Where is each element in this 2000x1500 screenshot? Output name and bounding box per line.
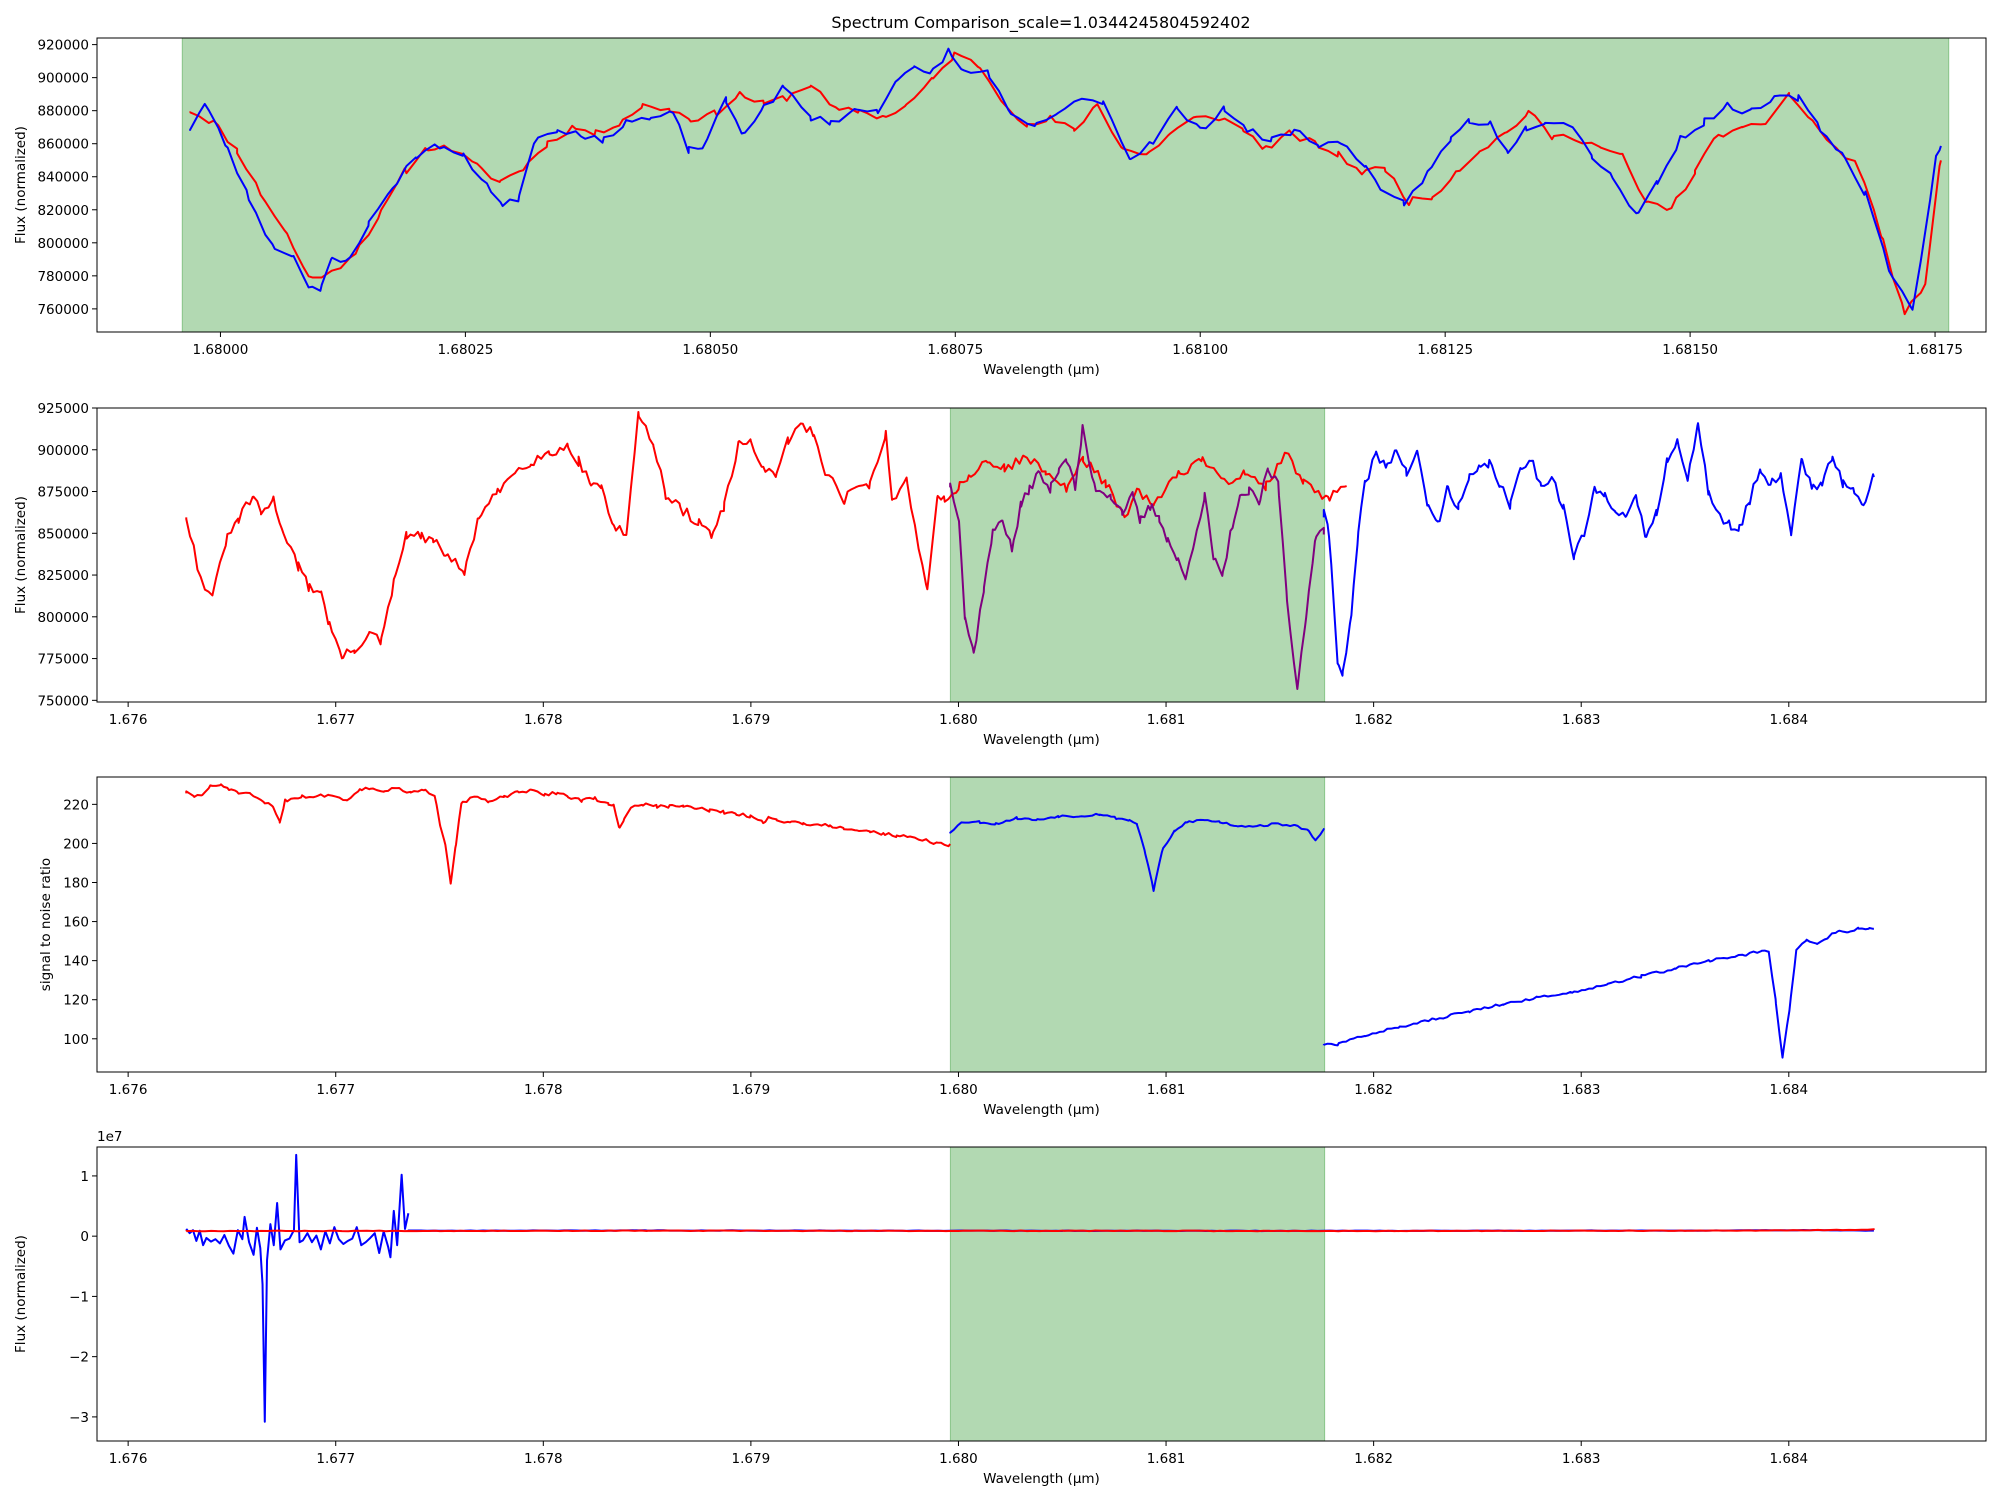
panel-2-ytick-label: 875000 xyxy=(37,485,89,501)
panel-3-xtick-label: 1.679 xyxy=(732,1082,771,1098)
panel-4-ytick-label: −3 xyxy=(69,1410,89,1426)
panel-4-xtick-label: 1.684 xyxy=(1769,1451,1808,1467)
panel-4-offset-label: 1e7 xyxy=(97,1129,122,1145)
panel-1-ytick-label: 860000 xyxy=(37,137,89,153)
panel-1-axes-frame xyxy=(96,37,1987,333)
panel-3-series-3-line xyxy=(1322,926,1875,1059)
panel-3-xtick-label: 1.680 xyxy=(939,1082,978,1098)
panel-1-ytick-label: 780000 xyxy=(37,269,89,285)
panel-3-series-1-line xyxy=(185,783,951,885)
panel-4-xtick-label: 1.682 xyxy=(1354,1451,1393,1467)
panel-3-xtick-label: 1.676 xyxy=(109,1082,148,1098)
panel-3-xtick-label: 1.678 xyxy=(524,1082,563,1098)
panel-4-ytick-label: 0 xyxy=(80,1229,89,1245)
panel-2-ytick-label: 825000 xyxy=(37,568,89,584)
panel-2-xtick-label: 1.681 xyxy=(1147,712,1186,728)
panel-1-xtick-label: 1.68175 xyxy=(1907,342,1963,358)
panel-4-ylabel: Flux (normalized) xyxy=(13,1235,29,1353)
panel-3-xlabel: Wavelength (μm) xyxy=(983,1102,1100,1118)
panel-4-xtick-label: 1.683 xyxy=(1562,1451,1601,1467)
panel-3-ytick-label: 120 xyxy=(63,993,89,1009)
panel-3-xtick-label: 1.682 xyxy=(1354,1082,1393,1098)
panel-4-series-3-line xyxy=(185,1228,1875,1233)
panel-4-axes-frame xyxy=(96,1146,1987,1442)
panel-4-shaded-region xyxy=(949,1146,1326,1442)
panel-4-xtick-label: 1.680 xyxy=(939,1451,978,1467)
panel-2-xtick-label: 1.677 xyxy=(316,712,355,728)
panel-1-ytick-label: 760000 xyxy=(37,302,89,318)
panel-2-xtick-label: 1.683 xyxy=(1562,712,1601,728)
panel-2-series-2-line xyxy=(949,423,1325,691)
panel-2-xtick-label: 1.678 xyxy=(524,712,563,728)
panel-1-xtick-label: 1.68125 xyxy=(1417,342,1473,358)
figure-title: Spectrum Comparison_scale=1.034424580459… xyxy=(831,13,1250,33)
panel-1-xtick-label: 1.68150 xyxy=(1662,342,1718,358)
panel-2-series-3-line xyxy=(1322,422,1875,677)
panel-raw-flux: 1.676 1.677 1.678 1.679 1.680 1.681 1.682 1.683… xyxy=(13,1129,1987,1487)
panel-2-ytick-label: 775000 xyxy=(37,652,89,668)
panel-3-xtick-label: 1.677 xyxy=(316,1082,355,1098)
panel-4-xlabel: Wavelength (μm) xyxy=(983,1471,1100,1487)
panel-4-ytick-label: −2 xyxy=(69,1350,89,1366)
panel-2-ytick-label: 900000 xyxy=(37,443,89,459)
panel-2-ytick-label: 850000 xyxy=(37,526,89,542)
panel-1-ytick-label: 920000 xyxy=(37,38,89,54)
panel-2-ytick-label: 800000 xyxy=(37,610,89,626)
panel-3-axes-frame xyxy=(96,776,1987,1073)
panel-1-shaded-region xyxy=(181,37,1950,333)
panel-2-ytick-label: 750000 xyxy=(37,693,89,709)
panel-3-xtick-label: 1.683 xyxy=(1562,1082,1601,1098)
panel-2-shaded-region xyxy=(949,407,1326,703)
panel-1-xlabel: Wavelength (μm) xyxy=(983,362,1100,378)
panel-1-xtick-label: 1.68100 xyxy=(1172,342,1228,358)
panel-1-series-2-line xyxy=(189,47,1942,311)
panel-2-series-1-line xyxy=(185,411,1347,660)
panel-4-series-1-line xyxy=(185,1153,410,1423)
panel-2-ytick-label: 925000 xyxy=(37,401,89,417)
panel-3-ytick-label: 200 xyxy=(63,836,89,852)
panel-3-ytick-label: 220 xyxy=(63,797,89,813)
panel-4-xtick-label: 1.679 xyxy=(732,1451,771,1467)
panel-4-xtick-label: 1.681 xyxy=(1147,1451,1186,1467)
panel-1-xtick-label: 1.68000 xyxy=(193,342,249,358)
panel-3-ytick-label: 180 xyxy=(63,875,89,891)
panel-1-series-1-line xyxy=(189,51,1942,316)
panel-4-xtick-label: 1.678 xyxy=(524,1451,563,1467)
panel-2-xtick-label: 1.679 xyxy=(732,712,771,728)
panel-full-spectrum: 1.676 1.677 1.678 1.679 1.680 1.681 1.682 1.683… xyxy=(13,401,1987,748)
panel-4-ytick-label: 1 xyxy=(80,1169,89,1185)
panel-3-series-2-line xyxy=(949,812,1325,892)
panel-3-ytick-label: 100 xyxy=(63,1032,89,1048)
panel-3-ytick-label: 160 xyxy=(63,915,89,931)
panel-signal-to-noise: 1.676 1.677 1.678 1.679 1.680 1.681 1.682 1.683… xyxy=(38,776,1987,1118)
panel-2-xtick-label: 1.684 xyxy=(1769,712,1808,728)
panel-3-xtick-label: 1.681 xyxy=(1147,1082,1186,1098)
panel-1-xtick-label: 1.68075 xyxy=(927,342,983,358)
panel-2-xlabel: Wavelength (μm) xyxy=(983,732,1100,748)
panel-1-ytick-label: 820000 xyxy=(37,203,89,219)
panel-4-ytick-label: −1 xyxy=(69,1289,89,1305)
panel-1-ytick-label: 880000 xyxy=(37,104,89,120)
panel-1-ylabel: Flux (normalized) xyxy=(13,126,29,244)
panel-1-xtick-label: 1.68050 xyxy=(682,342,738,358)
panel-top-comparison: 1.68000 1.68025 1.68050 1.68075 1.68100 1.681… xyxy=(13,37,1987,378)
panel-4-xtick-label: 1.676 xyxy=(109,1451,148,1467)
panel-1-xtick-label: 1.68025 xyxy=(437,342,493,358)
panel-1-ytick-label: 800000 xyxy=(37,236,89,252)
panel-4-xtick-label: 1.677 xyxy=(316,1451,355,1467)
panel-1-ytick-label: 840000 xyxy=(37,170,89,186)
panel-2-axes-frame xyxy=(96,407,1987,703)
panel-3-xtick-label: 1.684 xyxy=(1769,1082,1808,1098)
panel-2-xtick-label: 1.682 xyxy=(1354,712,1393,728)
panel-3-ytick-label: 140 xyxy=(63,954,89,970)
panel-3-ylabel: signal to noise ratio xyxy=(38,858,54,991)
panel-2-ylabel: Flux (normalized) xyxy=(13,496,29,614)
panel-2-xtick-label: 1.680 xyxy=(939,712,978,728)
panel-1-ytick-label: 900000 xyxy=(37,71,89,87)
panel-2-xtick-label: 1.676 xyxy=(109,712,148,728)
